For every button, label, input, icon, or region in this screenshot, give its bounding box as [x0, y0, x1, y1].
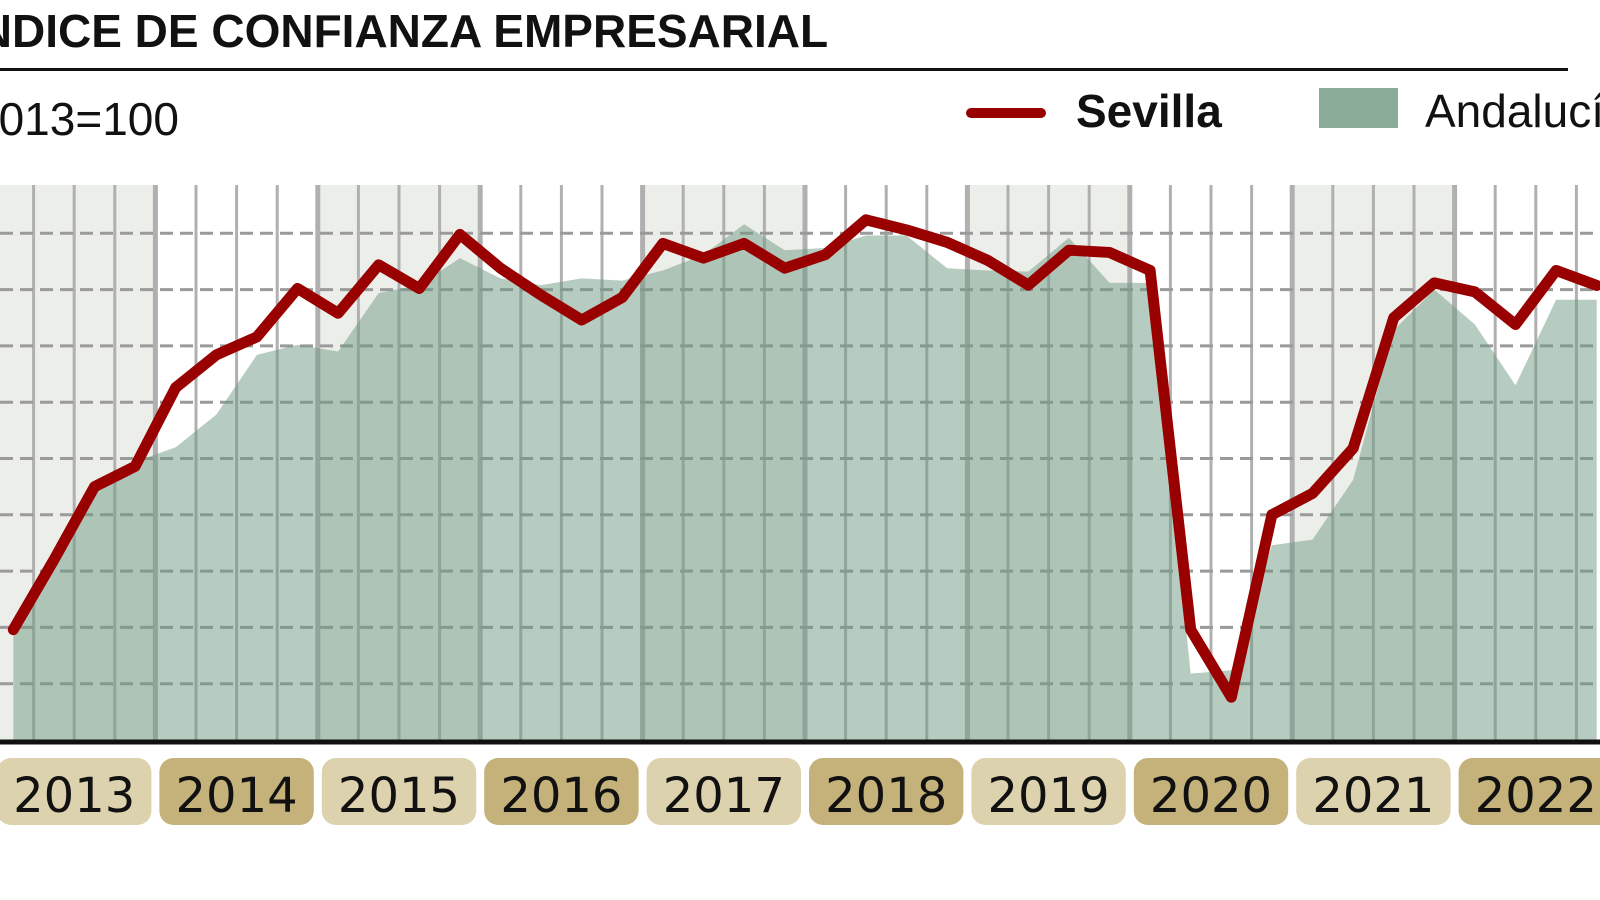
area-andalucia	[13, 224, 1597, 741]
year-label-box	[159, 758, 314, 825]
x-tick-label: 2016	[500, 768, 622, 824]
legend-label-andalucia: Andalucía	[1425, 85, 1600, 137]
year-label-box	[1296, 758, 1451, 825]
x-tick-label: 2020	[1150, 768, 1272, 824]
chart-title: ÍNDICE DE CONFIANZA EMPRESARIAL	[0, 5, 829, 57]
x-tick-label: 2017	[663, 768, 785, 824]
x-tick-label: 2021	[1312, 768, 1434, 824]
chart-subtitle: 2013=100	[0, 93, 179, 145]
x-tick-label: 2018	[825, 768, 947, 824]
year-label-box	[484, 758, 639, 825]
legend-swatch-andalucia	[1319, 88, 1398, 128]
year-label-box	[809, 758, 964, 825]
year-label-box	[1458, 758, 1600, 825]
x-tick-label: 2015	[338, 768, 460, 824]
year-label-box	[0, 758, 152, 825]
x-tick-label: 2014	[176, 768, 298, 824]
line-sevilla	[7, 214, 1600, 703]
legend-label-sevilla: Sevilla	[1076, 85, 1222, 137]
x-tick-label: 2013	[13, 768, 135, 824]
title-rule	[0, 68, 1568, 71]
legend-swatch-sevilla	[966, 108, 1046, 118]
x-tick-label: 2022	[1475, 768, 1597, 824]
x-tick-label: 2019	[988, 768, 1110, 824]
year-label-box	[646, 758, 801, 825]
year-label-box	[321, 758, 477, 825]
year-label-box	[1133, 758, 1289, 825]
year-label-box	[971, 758, 1126, 825]
